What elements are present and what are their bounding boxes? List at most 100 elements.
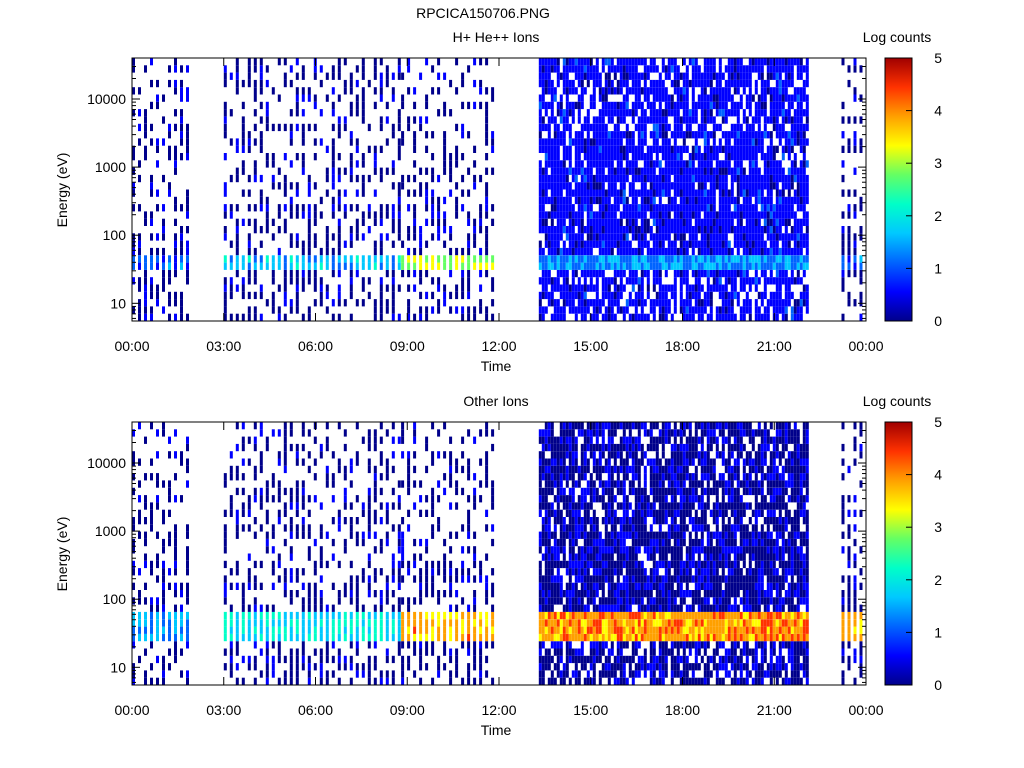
- spectrogram-cell: [538, 597, 542, 605]
- spectrogram-cell: [186, 677, 189, 685]
- spectrogram-cell: [652, 182, 656, 190]
- spectrogram-cell: [491, 429, 495, 437]
- spectrogram-cell: [613, 167, 617, 175]
- spectrogram-cell: [592, 160, 596, 168]
- spectrogram-cell: [709, 189, 713, 197]
- spectrogram-cell: [337, 291, 341, 300]
- spectrogram-cell: [781, 204, 785, 212]
- spectrogram-cell: [730, 306, 734, 314]
- spectrogram-cell: [739, 153, 743, 161]
- spectrogram-cell: [649, 58, 653, 66]
- spectrogram-cell: [361, 502, 365, 510]
- spectrogram-cell: [473, 145, 477, 153]
- spectrogram-cell: [138, 204, 141, 212]
- spectrogram-cell: [592, 226, 596, 234]
- spectrogram-cell: [407, 451, 411, 459]
- spectrogram-cell: [325, 641, 329, 649]
- spectrogram-cell: [253, 313, 257, 321]
- spectrogram-cell: [538, 218, 542, 226]
- spectrogram-cell: [763, 226, 767, 234]
- spectrogram-cell: [550, 153, 554, 161]
- spectrogram-cell: [721, 116, 725, 124]
- spectrogram-cell: [229, 626, 233, 634]
- spectrogram-cell: [595, 299, 599, 307]
- spectrogram-cell: [223, 131, 227, 139]
- spectrogram-cell: [349, 531, 353, 539]
- spectrogram-cell: [156, 495, 159, 503]
- spectrogram-cell: [700, 204, 704, 212]
- spectrogram-cell: [619, 182, 623, 190]
- spectrogram-cell: [610, 255, 614, 263]
- spectrogram-cell: [379, 619, 383, 627]
- spectrogram-cell: [355, 109, 359, 117]
- spectrogram-cell: [467, 648, 471, 656]
- spectrogram-cell: [580, 182, 584, 190]
- spectrogram-cell: [559, 233, 563, 241]
- spectrogram-cell: [640, 138, 644, 146]
- spectrogram-cell: [138, 611, 141, 620]
- spectrogram-cell: [571, 233, 575, 241]
- spectrogram-cell: [571, 204, 575, 212]
- spectrogram-cell: [473, 487, 477, 496]
- spectrogram-cell: [712, 218, 716, 226]
- spectrogram-cell: [736, 255, 740, 263]
- spectrogram-cell: [655, 138, 659, 146]
- spectrogram-cell: [289, 633, 293, 642]
- spectrogram-cell: [601, 87, 605, 95]
- spectrogram-cell: [443, 633, 447, 642]
- spectrogram-cell: [574, 167, 578, 175]
- spectrogram-cell: [802, 284, 806, 292]
- spectrogram-cell: [349, 677, 353, 685]
- spectrogram-cell: [583, 138, 587, 146]
- spectrogram-cell: [391, 72, 395, 80]
- spectrogram-cell: [349, 313, 353, 321]
- spectrogram-cell: [186, 123, 189, 132]
- spectrogram-cell: [679, 233, 683, 241]
- spectrogram-cell: [751, 123, 755, 132]
- spectrogram-cell: [598, 160, 602, 168]
- spectrogram-cell: [259, 502, 263, 510]
- spectrogram-cell: [271, 611, 275, 620]
- spectrogram-cell: [799, 306, 803, 314]
- spectrogram-cell: [367, 487, 371, 496]
- spectrogram-cell: [580, 313, 584, 321]
- spectrogram-cell: [712, 153, 716, 161]
- spectrogram-cell: [550, 167, 554, 175]
- spectrogram-cell: [247, 313, 251, 321]
- spectrogram-cell: [769, 247, 773, 256]
- spectrogram-cell: [283, 123, 287, 132]
- spectrogram-cell: [595, 218, 599, 226]
- spectrogram-cell: [289, 262, 293, 270]
- spectrogram-cell: [241, 597, 245, 605]
- spectrogram-cell: [138, 568, 141, 576]
- spectrogram-cell: [379, 677, 383, 685]
- spectrogram-cell: [301, 633, 305, 642]
- spectrogram-cell: [473, 182, 477, 190]
- spectrogram-cell: [571, 269, 575, 278]
- spectrogram-cell: [778, 160, 782, 168]
- spectrogram-cell: [766, 306, 770, 314]
- spectrogram-cell: [670, 65, 674, 73]
- spectrogram-cell: [186, 131, 189, 139]
- spectrogram-cell: [559, 116, 563, 124]
- spectrogram-cell: [610, 182, 614, 190]
- spectrogram-cell: [691, 153, 695, 161]
- spectrogram-cell: [547, 145, 551, 153]
- spectrogram-cell: [655, 240, 659, 248]
- spectrogram-cell: [649, 109, 653, 117]
- spectrogram-cell: [397, 233, 401, 241]
- spectrogram-cell: [787, 94, 791, 102]
- spectrogram-cell: [473, 619, 477, 627]
- spectrogram-cell: [577, 291, 581, 300]
- spectrogram-cell: [646, 226, 650, 234]
- spectrogram-cell: [313, 582, 317, 590]
- spectrogram-cell: [682, 131, 686, 139]
- spectrogram-cell: [491, 204, 495, 212]
- spectrogram-cell: [697, 101, 701, 110]
- spectrogram-cell: [736, 167, 740, 175]
- spectrogram-cell: [443, 648, 447, 656]
- spectrogram-cell: [604, 79, 608, 88]
- spectrogram-cell: [805, 211, 809, 219]
- spectrogram-cell: [622, 153, 626, 161]
- spectrogram-cell: [688, 240, 692, 248]
